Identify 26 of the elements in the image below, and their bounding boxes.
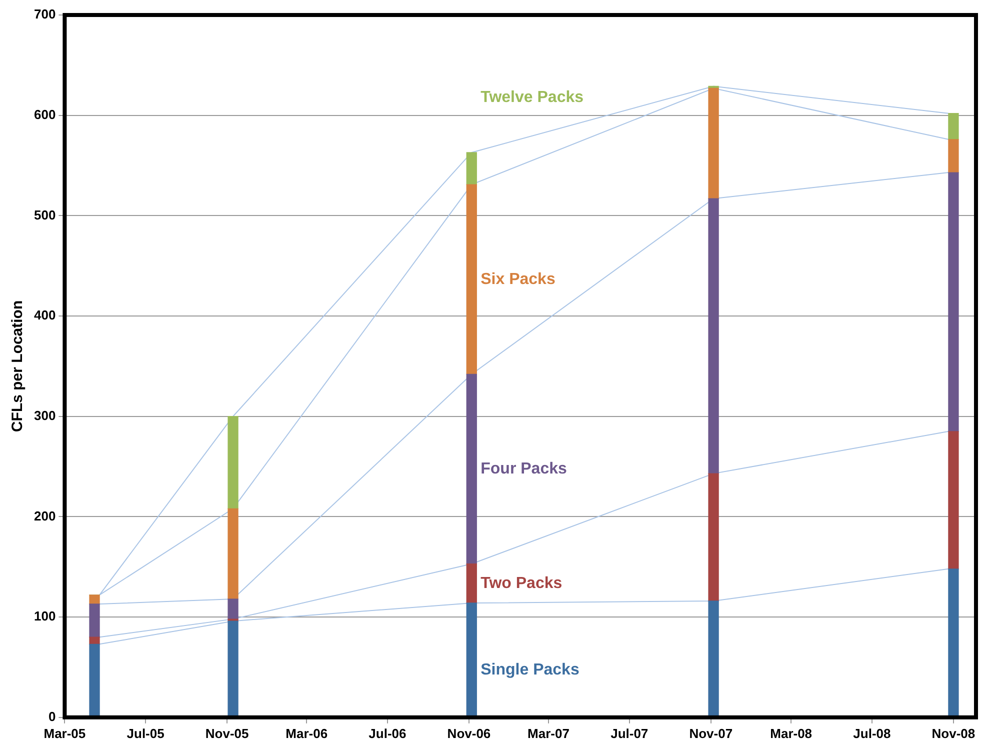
x-tick-label: Jul-07 [610, 726, 648, 741]
y-tick-label: 300 [34, 408, 56, 423]
text: Twelve Packs [480, 88, 584, 106]
y-axis-title: CFLs per Location [9, 300, 26, 432]
series-label: Six Packs [480, 270, 556, 288]
y-tick-label: 200 [34, 508, 56, 524]
x-tick-label: Jul-05 [126, 726, 164, 741]
series-label: Two Packs [480, 574, 562, 592]
x-tick-label: Mar-06 [286, 726, 328, 741]
y-tick-label: 500 [34, 207, 56, 222]
y-tick-label: 600 [34, 106, 56, 122]
y-tick-label: 400 [34, 308, 56, 323]
y-tick-label: 0 [48, 708, 56, 724]
series-label: Single Packs [480, 662, 580, 679]
x-tick-label: Mar-05 [44, 726, 86, 741]
x-tick-label: Nov-05 [205, 726, 249, 741]
y-tick-label: 700 [34, 6, 56, 22]
x-tick-label: Mar-07 [528, 726, 570, 741]
x-tick-label: Nov-07 [689, 726, 733, 741]
x-tick-label: Jul-08 [853, 726, 891, 741]
x-tick-label: Mar-08 [770, 726, 812, 741]
y-tick-label: 100 [34, 608, 56, 624]
x-tick-label: Nov-06 [447, 726, 491, 741]
series-label: Four Packs [480, 460, 567, 478]
x-tick-label: Jul-06 [368, 726, 406, 741]
x-tick-label: Nov-08 [932, 726, 976, 741]
